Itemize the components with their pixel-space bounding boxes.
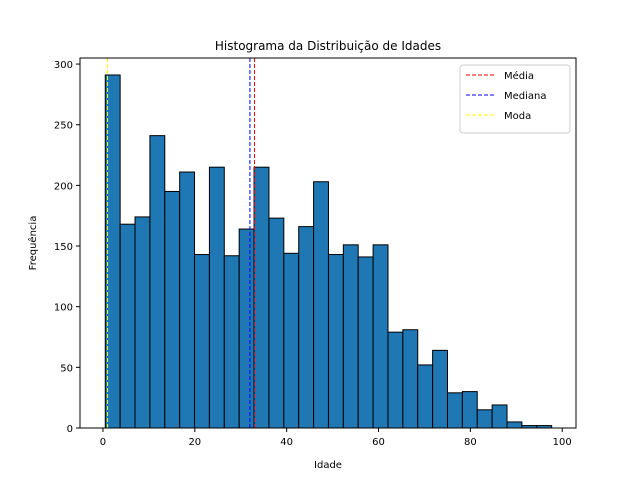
histogram-bar (476, 409, 493, 429)
legend-label: Mediana (504, 91, 547, 102)
histogram-bar (432, 349, 448, 429)
x-tick-label: 20 (188, 437, 201, 448)
y-tick-label: 200 (54, 181, 73, 192)
y-axis-ticks: 0 50 100 150 200 250 300 (54, 60, 80, 435)
x-tick-label: 40 (280, 437, 293, 448)
histogram-bar (149, 135, 166, 429)
histogram-bar (491, 404, 508, 429)
y-tick-label: 50 (60, 363, 73, 374)
histogram-bar (372, 244, 389, 429)
histogram-bar (179, 171, 196, 429)
histogram-bar (253, 166, 270, 429)
histogram-bar (506, 421, 523, 429)
histogram-bar (357, 256, 374, 429)
histogram-bar (268, 217, 285, 429)
y-tick-label: 0 (67, 424, 73, 435)
x-tick-label: 80 (464, 437, 477, 448)
chart-title: Histograma da Distribuição de Idades (215, 39, 441, 53)
bars-group (104, 74, 553, 429)
histogram-bar (461, 391, 478, 429)
y-tick-label: 100 (54, 303, 73, 314)
histogram-bar (238, 228, 255, 429)
histogram-bar (342, 244, 359, 429)
y-tick-label: 300 (54, 60, 73, 71)
x-axis-ticks: 0 20 40 60 80 100 (100, 428, 572, 448)
plot-frame (79, 57, 577, 429)
histogram-bar (194, 254, 210, 429)
histogram-bar (208, 166, 225, 429)
legend-label: Moda (504, 111, 531, 122)
legend: Média Mediana Moda (459, 64, 571, 134)
x-tick-label: 60 (372, 437, 385, 448)
histogram-bar (119, 223, 136, 429)
histogram-bar (327, 254, 344, 429)
histogram-bar (446, 392, 463, 429)
x-tick-label: 100 (553, 437, 572, 448)
histogram-bar (402, 329, 419, 429)
legend-box (459, 64, 571, 134)
histogram-bar (298, 226, 315, 429)
y-axis-label: Frequência (27, 216, 39, 271)
x-tick-label: 0 (100, 437, 106, 448)
histogram-bar (134, 216, 151, 429)
histogram-bar (223, 255, 240, 429)
y-tick-label: 150 (54, 242, 73, 253)
histogram-bar (387, 331, 404, 429)
histogram-bar (283, 252, 300, 429)
histogram-bar (417, 364, 434, 429)
reference-lines-group (107, 58, 256, 428)
y-tick-label: 250 (54, 121, 73, 132)
histogram-bar (313, 181, 329, 429)
histogram-bar (164, 190, 181, 429)
legend-label: Média (504, 70, 534, 82)
x-axis-label: Idade (314, 460, 342, 471)
